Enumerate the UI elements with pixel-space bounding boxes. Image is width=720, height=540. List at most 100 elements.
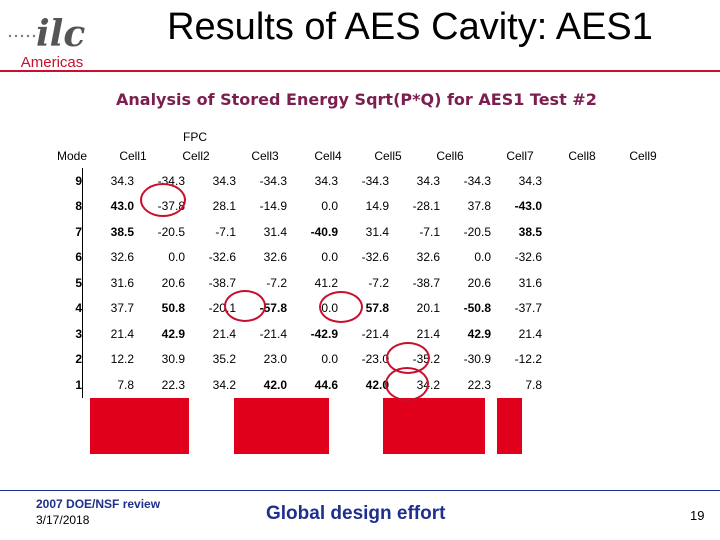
value-cell: -14.9	[259, 199, 287, 214]
value-cell: -34.3	[361, 173, 389, 188]
mode-cell: 1	[37, 372, 83, 398]
footer-rule	[0, 490, 720, 491]
table-row: 3 21.4 42.9 21.4 -21.4 -42.9 -21.4 21.4 42.9 21.4	[37, 321, 542, 347]
value-cell: -21.4	[361, 326, 389, 341]
value-cell: 21.4	[416, 326, 440, 341]
page-title: Results of AES Cavity: AES1	[167, 6, 653, 48]
value-cell: 42.0	[365, 377, 389, 392]
value-cell: 44.6	[314, 377, 338, 392]
value-cell: 20.1	[416, 301, 440, 316]
value-cell: -43.0	[514, 199, 542, 214]
value-cell: -50.8	[463, 301, 491, 316]
col-header-cell5: Cell5	[374, 149, 402, 163]
value-cell: 12.2	[110, 352, 134, 367]
value-cell: -32.6	[208, 250, 236, 265]
value-cell: -30.9	[463, 352, 491, 367]
value-cell: 57.8	[365, 301, 389, 316]
value-cell: -20.5	[157, 224, 185, 239]
value-cell: 31.4	[365, 224, 389, 239]
mode-cell: 3	[37, 321, 83, 347]
fpc-label: FPC	[183, 130, 207, 144]
value-cell: 34.3	[416, 173, 440, 188]
value-cell: -7.2	[266, 275, 287, 290]
value-cell: -12.2	[514, 352, 542, 367]
value-cell: 42.9	[161, 326, 185, 341]
svg-text:ilc: ilc	[36, 13, 85, 55]
value-cell: 37.7	[110, 301, 134, 316]
value-cell: -38.7	[412, 275, 440, 290]
value-cell: 0.0	[321, 352, 338, 367]
table-row: 1 7.8 22.3 34.2 42.0 44.6 42.0 34.2 22.3 7.8	[37, 372, 542, 398]
col-header-cell3: Cell3	[251, 149, 279, 163]
value-cell: -7.1	[419, 224, 440, 239]
value-cell: 34.3	[212, 173, 236, 188]
value-cell: 28.1	[212, 199, 236, 214]
table-row: 2 12.2 30.9 35.2 23.0 0.0 -23.0 -35.2 -30.9 -12.2	[37, 346, 542, 372]
col-header-cell9: Cell9	[629, 149, 657, 163]
value-cell: 50.8	[161, 301, 185, 316]
table-row: 8 43.0 -37.8 28.1 -14.9 0.0 14.9 -28.1 37.8 -43.0	[37, 193, 542, 219]
value-cell: 21.4	[212, 326, 236, 341]
table-row: 7 38.5 -20.5 -7.1 31.4 -40.9 31.4 -7.1 -20.5 38.5	[37, 219, 542, 245]
value-cell: 0.0	[321, 250, 338, 265]
value-cell: -28.1	[412, 199, 440, 214]
value-cell: 43.0	[110, 199, 134, 214]
value-cell: 34.2	[212, 377, 236, 392]
value-cell: 38.5	[110, 224, 134, 239]
value-cell: -42.9	[310, 326, 338, 341]
mode-cell: 6	[37, 244, 83, 270]
value-cell: -34.3	[463, 173, 491, 188]
footer-date: 3/17/2018	[36, 513, 90, 527]
col-header-cell4: Cell4	[314, 149, 342, 163]
value-cell: 42.9	[467, 326, 491, 341]
logo-americas: Americas	[20, 54, 84, 71]
col-header-cell6: Cell6	[436, 149, 464, 163]
value-cell: 20.6	[161, 275, 185, 290]
mode-cell: 2	[37, 346, 83, 372]
value-cell: 35.2	[212, 352, 236, 367]
ilc-logo: ilc Americas	[6, 6, 98, 71]
value-cell: 34.3	[110, 173, 134, 188]
value-cell: 31.4	[263, 224, 287, 239]
value-cell: 32.6	[263, 250, 287, 265]
footer-left: 2007 DOE/NSF review 3/17/2018	[36, 496, 160, 528]
value-cell: 0.0	[321, 199, 338, 214]
col-header-cell1: Cell1	[119, 149, 147, 163]
title-rule	[0, 70, 720, 72]
mode-cell: 4	[37, 295, 83, 321]
value-cell: 32.6	[110, 250, 134, 265]
annotation-circle	[319, 291, 363, 323]
footer-center: Global design effort	[266, 503, 446, 524]
highlight-block-3	[383, 398, 485, 454]
value-cell: -21.4	[259, 326, 287, 341]
mode-cell: 8	[37, 193, 83, 219]
value-cell: 41.2	[314, 275, 338, 290]
value-cell: -23.0	[361, 352, 389, 367]
mode-cell: 5	[37, 270, 83, 296]
footer-review: 2007 DOE/NSF review	[36, 497, 161, 511]
highlight-block-4	[497, 398, 522, 454]
highlight-block-2	[234, 398, 329, 454]
value-cell: -7.1	[215, 224, 236, 239]
value-cell: 0.0	[168, 250, 185, 265]
col-header-cell7: Cell7	[506, 149, 534, 163]
value-cell: -34.3	[259, 173, 287, 188]
table-row: 5 31.6 20.6 -38.7 -7.2 41.2 -7.2 -38.7 20.6 31.6	[37, 270, 542, 296]
value-cell: 38.5	[518, 224, 542, 239]
value-cell: 21.4	[110, 326, 134, 341]
value-cell: -38.7	[208, 275, 236, 290]
value-cell: 7.8	[117, 377, 134, 392]
value-cell: 30.9	[161, 352, 185, 367]
value-cell: -20.5	[463, 224, 491, 239]
page-number: 19	[690, 508, 705, 523]
col-header-mode: Mode	[56, 149, 88, 163]
value-cell: 34.3	[518, 173, 542, 188]
value-cell: -37.7	[514, 301, 542, 316]
value-cell: -32.6	[514, 250, 542, 265]
highlight-block-1	[90, 398, 189, 454]
value-cell: -57.8	[259, 301, 287, 316]
annotation-circle	[140, 183, 186, 217]
value-cell: 14.9	[365, 199, 389, 214]
value-cell: 34.3	[314, 173, 338, 188]
value-cell: 22.3	[161, 377, 185, 392]
